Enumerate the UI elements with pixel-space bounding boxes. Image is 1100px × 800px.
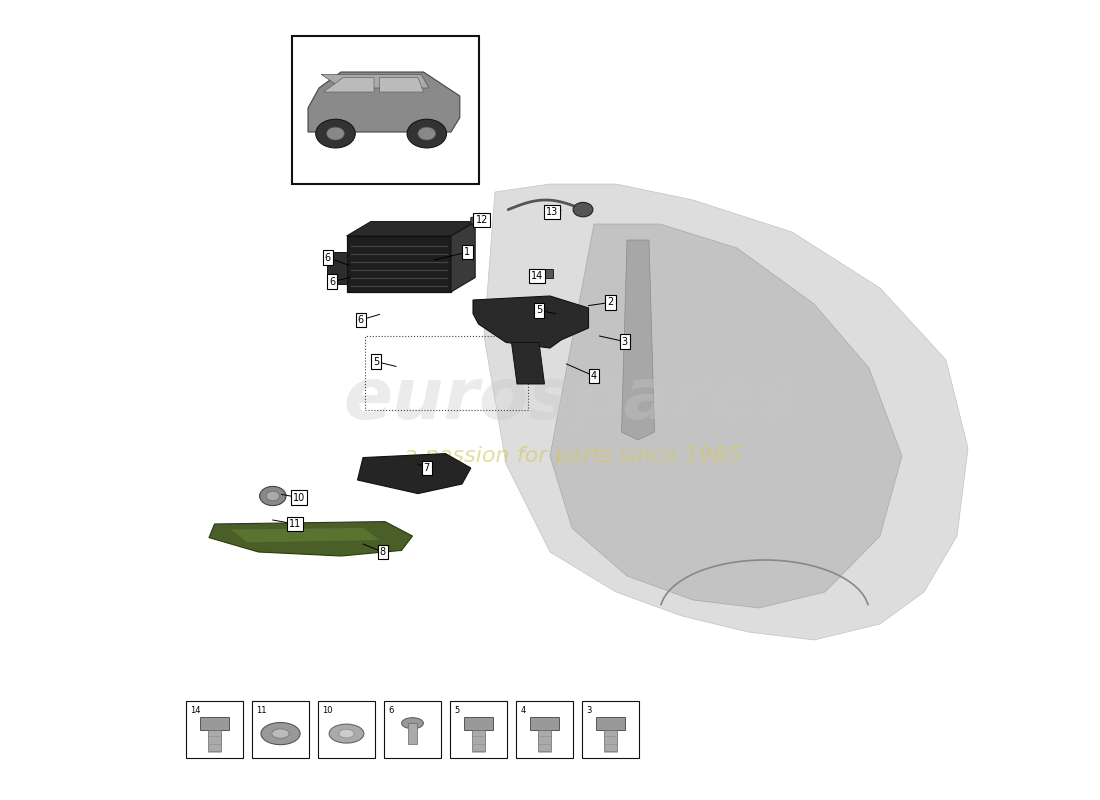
Polygon shape xyxy=(321,74,429,88)
Bar xyxy=(529,717,560,730)
Text: 11: 11 xyxy=(256,706,267,714)
Text: 2: 2 xyxy=(607,298,614,307)
Text: 14: 14 xyxy=(190,706,201,714)
Polygon shape xyxy=(308,72,460,132)
Text: a passion for parts since 1985: a passion for parts since 1985 xyxy=(404,446,740,466)
Bar xyxy=(582,701,639,758)
Bar xyxy=(292,36,478,184)
Bar xyxy=(604,730,617,751)
Circle shape xyxy=(573,202,593,217)
Text: 1: 1 xyxy=(464,247,471,257)
Polygon shape xyxy=(621,240,654,440)
Text: 5: 5 xyxy=(373,357,380,366)
Bar xyxy=(531,269,553,278)
Bar xyxy=(365,336,528,410)
Bar xyxy=(384,701,441,758)
Text: 3: 3 xyxy=(621,337,628,346)
Ellipse shape xyxy=(261,722,300,745)
Circle shape xyxy=(407,119,447,148)
Polygon shape xyxy=(209,522,412,556)
Circle shape xyxy=(260,486,286,506)
Bar xyxy=(208,730,221,751)
Bar xyxy=(472,730,485,751)
Text: 6: 6 xyxy=(329,277,336,286)
Bar xyxy=(595,717,626,730)
Ellipse shape xyxy=(339,730,354,738)
Ellipse shape xyxy=(402,718,424,729)
Bar xyxy=(463,717,494,730)
Polygon shape xyxy=(358,454,471,494)
Circle shape xyxy=(266,491,279,501)
Text: 4: 4 xyxy=(591,371,597,381)
Bar xyxy=(516,701,573,758)
Bar xyxy=(450,701,507,758)
Text: 12: 12 xyxy=(475,215,488,225)
Polygon shape xyxy=(550,224,902,608)
Ellipse shape xyxy=(272,729,289,738)
Polygon shape xyxy=(327,252,346,284)
Bar xyxy=(408,723,417,744)
Text: 10: 10 xyxy=(322,706,333,714)
Bar xyxy=(186,701,243,758)
Text: 5: 5 xyxy=(536,306,542,315)
Bar xyxy=(199,717,230,730)
Circle shape xyxy=(418,127,436,140)
Text: 6: 6 xyxy=(388,706,394,714)
Text: 4: 4 xyxy=(520,706,526,714)
Text: 3: 3 xyxy=(586,706,592,714)
Ellipse shape xyxy=(329,724,364,743)
Text: 6: 6 xyxy=(358,315,364,325)
Bar xyxy=(318,701,375,758)
Polygon shape xyxy=(471,216,484,227)
Polygon shape xyxy=(323,78,374,92)
Polygon shape xyxy=(484,184,968,640)
Text: 14: 14 xyxy=(530,271,543,281)
Text: 8: 8 xyxy=(379,547,386,557)
Text: 6: 6 xyxy=(324,253,331,262)
Polygon shape xyxy=(451,222,475,292)
Bar xyxy=(346,236,451,292)
Polygon shape xyxy=(231,528,380,542)
Text: 10: 10 xyxy=(293,493,306,502)
Text: 11: 11 xyxy=(288,519,301,529)
Polygon shape xyxy=(512,342,544,384)
Text: 13: 13 xyxy=(546,207,559,217)
Bar xyxy=(538,730,551,751)
Text: 7: 7 xyxy=(424,463,430,473)
Polygon shape xyxy=(346,222,475,236)
Text: eurospares: eurospares xyxy=(343,366,801,434)
Text: 5: 5 xyxy=(454,706,460,714)
Polygon shape xyxy=(379,78,424,92)
Polygon shape xyxy=(473,296,588,348)
Bar xyxy=(252,701,309,758)
Circle shape xyxy=(327,127,344,140)
Circle shape xyxy=(316,119,355,148)
